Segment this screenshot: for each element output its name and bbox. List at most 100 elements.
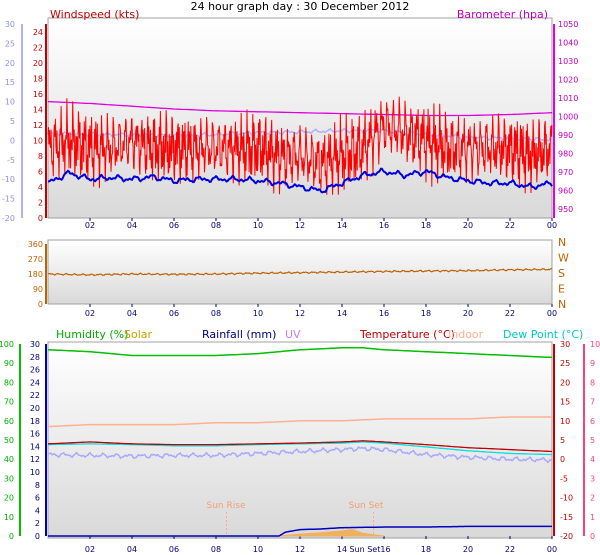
- rain-tick-label: 16: [30, 430, 40, 439]
- wind-direction-line: [47, 267, 553, 277]
- temperature-tick-label: 30: [560, 340, 570, 349]
- windspeed-tick-label: 8: [38, 152, 43, 161]
- rainfall-line: [48, 525, 552, 537]
- barometer-tick-label: 1050: [558, 20, 578, 29]
- uv-tick-label: 5: [590, 436, 595, 445]
- temperature-tick-label: -5: [560, 474, 568, 483]
- compass-label: N: [558, 236, 566, 249]
- temperature-tick-label: 10: [560, 417, 570, 426]
- rain-tick-label: 14: [30, 442, 40, 451]
- rain-tick-label: 6: [35, 494, 40, 503]
- uv-tick-label: 10: [590, 340, 600, 349]
- legend-indoor: Indoor: [448, 328, 484, 341]
- barometer-tick-label: 1030: [558, 57, 578, 66]
- uv-tick-label: 9: [590, 359, 595, 368]
- windspeed-tick-label: 18: [33, 74, 43, 83]
- x-tick-label: 18: [421, 309, 431, 318]
- humidity-tick-label: 10: [4, 513, 14, 522]
- barometer-line: [47, 100, 553, 117]
- legend-humidity: Humidity (%): [56, 328, 128, 341]
- outer-temp-tick-label: -5: [7, 156, 15, 165]
- humidity-tick-label: 0: [9, 532, 14, 541]
- rain-tick-label: 4: [35, 506, 40, 515]
- humidity-tick-label: 60: [4, 417, 14, 426]
- humidity-tick-label: 30: [4, 474, 14, 483]
- rain-tick-label: 20: [30, 404, 40, 413]
- sunrise-label: Sun Rise: [207, 501, 246, 511]
- outer-temp-tick-label: -15: [2, 195, 15, 204]
- x-tick-label: 20: [463, 545, 473, 554]
- x-tick-label: 10: [253, 221, 263, 230]
- rain-tick-label: 10: [30, 468, 40, 477]
- x-tick-label: 02: [85, 309, 95, 318]
- x-tick-label: 00: [547, 309, 557, 318]
- compass-label: S: [558, 267, 565, 280]
- x-tick-label: 10: [253, 545, 263, 554]
- temperature-tick-label: -15: [560, 513, 573, 522]
- outer-temp-tick-label: 15: [5, 78, 15, 87]
- barometer-tick-label: 970: [558, 168, 573, 177]
- humidity-tick-label: 20: [4, 494, 14, 503]
- legend-solar: Solar: [124, 328, 153, 341]
- direction-panel-area: [47, 239, 553, 305]
- humidity-tick-label: 100: [0, 340, 14, 349]
- rain-tick-label: 8: [35, 481, 40, 490]
- x-tick-label: 00: [547, 221, 557, 230]
- temperature-tick-label: -20: [560, 532, 573, 541]
- legend-dewpoint: Dew Point (°C): [503, 328, 583, 341]
- temperature-tick-label: 15: [560, 398, 570, 407]
- humidity-tick-label: 80: [4, 378, 14, 387]
- rain-tick-label: 2: [35, 519, 40, 528]
- windspeed-tick-label: 16: [33, 90, 43, 99]
- compass-label: E: [558, 283, 565, 296]
- barometer-tick-label: 1000: [558, 112, 578, 121]
- uv-tick-label: 6: [590, 417, 595, 426]
- wind-panel-area: [47, 17, 553, 219]
- temperature-tick-label: 25: [560, 359, 570, 368]
- x-tick-label: 22: [505, 309, 515, 318]
- uv-tick-label: 3: [590, 474, 595, 483]
- uv-tick-label: 1: [590, 513, 595, 522]
- dewpoint-line: [48, 441, 553, 456]
- humidity-tick-label: 50: [4, 436, 14, 445]
- windspeed-tick-label: 24: [33, 28, 43, 37]
- uv-tick-label: 2: [590, 494, 595, 503]
- x-tick-label: 14: [337, 221, 347, 230]
- x-tick-label: 18: [421, 221, 431, 230]
- windspeed-tick-label: 12: [33, 121, 43, 130]
- rain-tick-label: 12: [30, 455, 40, 464]
- uv-tick-label: 4: [590, 455, 595, 464]
- x-tick-label: 14: [337, 309, 347, 318]
- barometer-tick-label: 990: [558, 131, 573, 140]
- x-tick-label: 10: [253, 309, 263, 318]
- outer-temp-tick-label: 0: [10, 136, 15, 145]
- legend-uv: UV: [285, 328, 301, 341]
- x-tick-label: 22: [505, 545, 515, 554]
- x-tick-label: 16: [379, 309, 389, 318]
- outer-temp-tick-label: 5: [10, 117, 15, 126]
- windspeed-tick-label: 22: [33, 43, 43, 52]
- chart-title: 24 hour graph day : 30 December 2012: [191, 0, 410, 13]
- x-tick-label: 20: [463, 221, 473, 230]
- outer-temp-tick-label: 25: [5, 39, 15, 48]
- humidity-tick-label: 40: [4, 455, 14, 464]
- x-tick-label: 08: [211, 545, 221, 554]
- x-tick-label: 04: [127, 221, 137, 230]
- outer-temp-tick-label: 20: [5, 59, 15, 68]
- direction-tick-label: 90: [33, 285, 43, 294]
- direction-tick-label: 0: [38, 300, 43, 309]
- rain-tick-label: 18: [30, 417, 40, 426]
- outer-temp-tick-label: 30: [5, 20, 15, 29]
- humidity-tick-label: 90: [4, 359, 14, 368]
- windspeed-tick-label: 14: [33, 105, 43, 114]
- compass-label: N: [558, 298, 566, 311]
- data-series: [47, 96, 553, 537]
- solar-area: [278, 529, 385, 537]
- barometer-tick-label: 950: [558, 205, 573, 214]
- x-tick-label: 18: [421, 545, 431, 554]
- x-tick-label: 22: [505, 221, 515, 230]
- outdoor-temperature-line: [47, 445, 553, 464]
- x-tick-label: 00: [547, 545, 557, 554]
- uv-tick-label: 8: [590, 378, 595, 387]
